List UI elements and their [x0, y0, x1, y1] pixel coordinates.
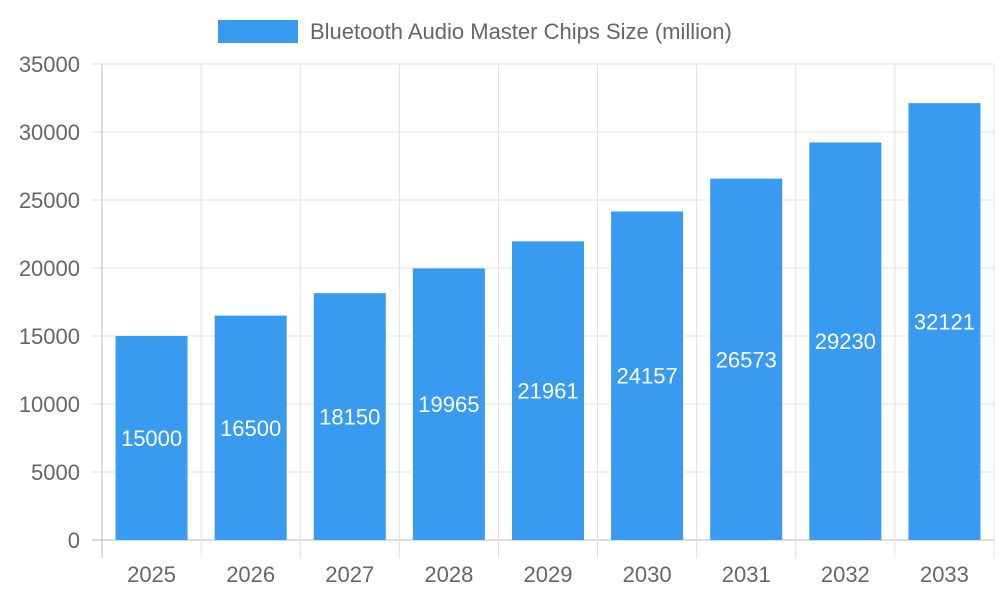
bar — [412, 268, 485, 540]
bar — [809, 142, 882, 541]
axes: 0 5000 10000 15000 20000 25000 30000 35000 2025 2… — [19, 52, 969, 587]
x-tick-label: 2027 — [325, 562, 374, 587]
y-tick-label: 25000 — [19, 188, 80, 213]
y-tick-label: 15000 — [19, 324, 80, 349]
data-label: 24157 — [617, 364, 678, 389]
x-tick-label: 2026 — [226, 562, 275, 587]
legend-label: Bluetooth Audio Master Chips Size (milli… — [310, 19, 732, 44]
x-tick-label: 2029 — [524, 562, 573, 587]
x-tick-label: 2031 — [722, 562, 771, 587]
data-label: 29230 — [815, 329, 876, 354]
x-tick-label: 2030 — [623, 562, 672, 587]
y-tick-label: 30000 — [19, 120, 80, 145]
bar — [710, 178, 783, 541]
legend[interactable]: Bluetooth Audio Master Chips Size (milli… — [218, 19, 732, 44]
x-tick-label: 2033 — [920, 562, 969, 587]
y-tick-label: 35000 — [19, 52, 80, 77]
y-tick-label: 5000 — [31, 460, 80, 485]
data-label: 16500 — [220, 416, 281, 441]
x-tick-label: 2032 — [821, 562, 870, 587]
bars — [115, 103, 981, 541]
x-tick-label: 2028 — [424, 562, 473, 587]
y-tick-label: 0 — [68, 528, 80, 553]
legend-swatch — [218, 20, 298, 43]
y-tick-label: 20000 — [19, 256, 80, 281]
bar — [214, 315, 287, 540]
data-label: 19965 — [418, 392, 479, 417]
data-label: 21961 — [517, 379, 578, 404]
data-label: 15000 — [121, 426, 182, 451]
bar — [512, 241, 584, 541]
bar — [908, 103, 981, 540]
y-tick-label: 10000 — [19, 392, 80, 417]
x-tick-label: 2025 — [127, 562, 176, 587]
data-label: 32121 — [914, 310, 975, 335]
bar — [115, 336, 188, 540]
data-label: 26573 — [716, 347, 777, 372]
bar — [313, 293, 386, 540]
data-labels: 15000 16500 18150 19965 21961 24157 26573 29230… — [121, 310, 975, 451]
bar — [611, 211, 684, 541]
data-label: 18150 — [319, 405, 380, 430]
